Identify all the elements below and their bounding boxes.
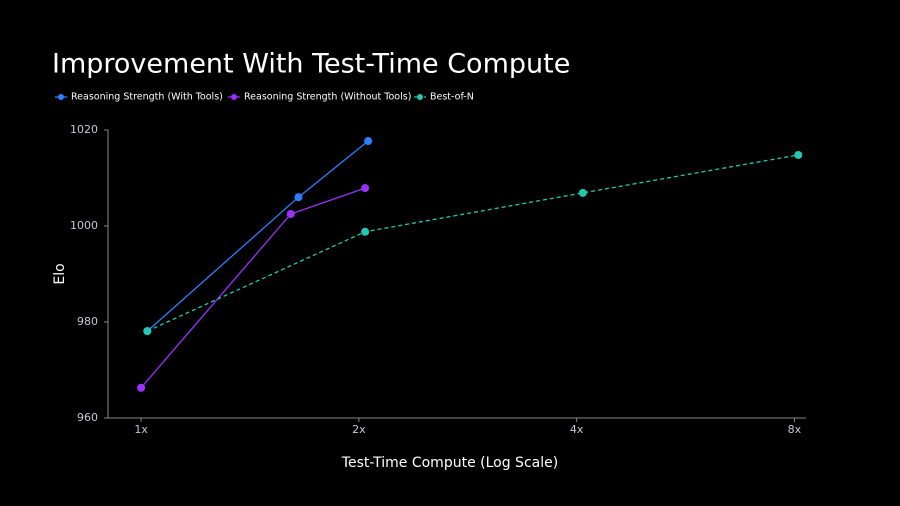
legend-label: Best-of-N — [430, 92, 474, 103]
data-point — [143, 327, 152, 336]
x-tick-label: 2x — [352, 423, 366, 436]
x-tick-label: 8x — [788, 423, 802, 436]
legend-marker — [417, 94, 423, 100]
y-tick-label: 960 — [77, 411, 98, 424]
series-line — [147, 154, 799, 332]
chart-title: Improvement With Test-Time Compute — [52, 49, 570, 80]
x-tick-label: 4x — [570, 423, 584, 436]
legend-label: Reasoning Strength (With Tools) — [71, 92, 223, 103]
y-axis-label: Elo — [52, 263, 68, 284]
data-point — [361, 184, 370, 193]
data-point — [578, 188, 587, 197]
data-point — [286, 210, 295, 218]
data-point — [361, 227, 370, 236]
data-point — [364, 137, 373, 146]
series-line — [140, 187, 366, 389]
y-tick-label: 1000 — [70, 219, 98, 232]
series-line — [146, 140, 369, 332]
x-axis-label: Test-Time Compute (Log Scale) — [341, 455, 558, 471]
x-tick-label: 1x — [134, 423, 148, 436]
legend-marker — [58, 94, 64, 100]
data-point — [794, 150, 803, 159]
y-tick-label: 980 — [77, 315, 98, 328]
data-point — [294, 193, 303, 202]
legend-marker — [231, 94, 237, 100]
y-tick-label: 1020 — [70, 123, 98, 136]
legend-label: Reasoning Strength (Without Tools) — [244, 92, 411, 103]
data-point — [137, 383, 146, 392]
